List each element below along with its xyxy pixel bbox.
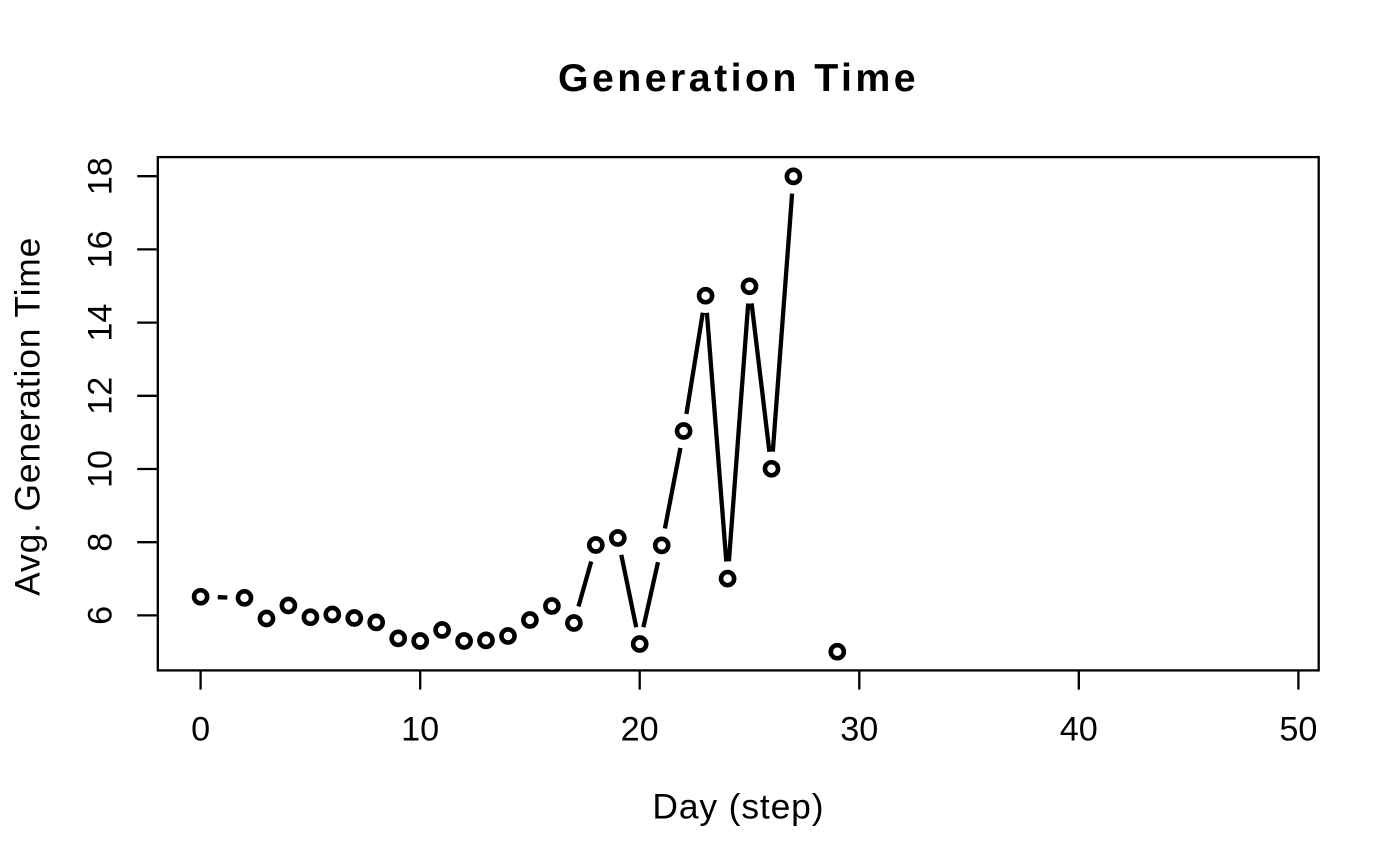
svg-text:18: 18 xyxy=(82,157,120,195)
svg-text:50: 50 xyxy=(1279,710,1317,748)
svg-text:10: 10 xyxy=(401,710,439,748)
svg-text:12: 12 xyxy=(82,377,120,415)
svg-text:10: 10 xyxy=(82,450,120,488)
svg-text:6: 6 xyxy=(82,606,120,625)
svg-text:Avg. Generation Time: Avg. Generation Time xyxy=(8,237,48,596)
svg-text:16: 16 xyxy=(82,230,120,268)
svg-text:8: 8 xyxy=(82,533,120,552)
svg-text:30: 30 xyxy=(840,710,878,748)
svg-text:20: 20 xyxy=(621,710,659,748)
svg-text:40: 40 xyxy=(1060,710,1098,748)
svg-text:14: 14 xyxy=(82,304,120,342)
svg-text:Generation Time: Generation Time xyxy=(558,56,919,100)
svg-text:Day (step): Day (step) xyxy=(652,786,824,826)
svg-text:0: 0 xyxy=(191,710,210,748)
